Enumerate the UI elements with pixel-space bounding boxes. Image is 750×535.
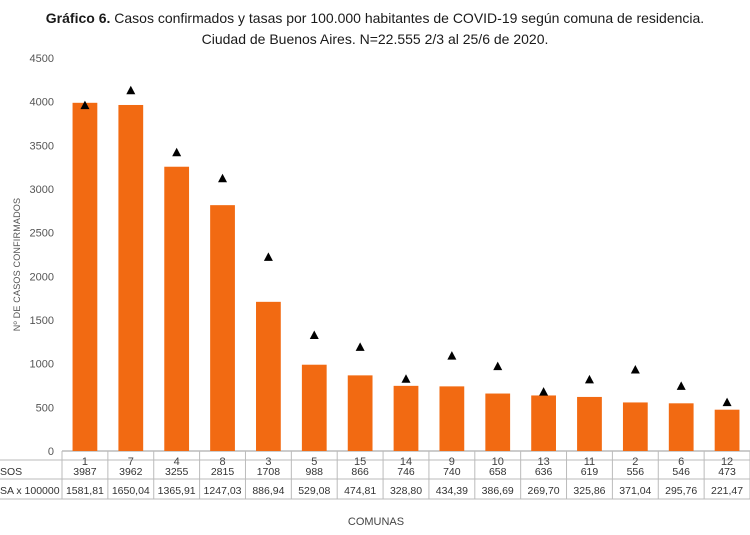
rate-value: 325,86 [573,485,605,497]
rate-marker [172,147,182,157]
bar [72,102,98,451]
bar [714,409,740,451]
y-tick-label: 1500 [30,315,54,327]
rate-value: 1365,91 [158,485,196,497]
cases-value: 473 [718,466,736,478]
x-tick-label: 1 [82,456,88,468]
x-tick-label: 14 [400,456,412,468]
rate-marker [355,342,365,351]
rate-marker [263,252,273,261]
chart-title-bold: Gráfico 6. [45,10,111,26]
rate-marker [218,173,228,183]
y-tick-label: 4000 [30,97,54,109]
x-tick-label: 3 [265,456,271,468]
y-tick-label: 3500 [30,140,54,152]
y-tick-label: 4500 [30,53,54,65]
y-tick-label: 0 [48,446,54,458]
y-tick-label: 500 [36,402,54,414]
cases-value: 3255 [165,466,189,478]
x-tick-label: 15 [354,456,366,468]
x-tick-label: 7 [128,456,134,468]
cases-value: 988 [306,466,324,478]
cases-value: 746 [397,466,415,478]
cases-value: 3962 [119,466,143,478]
rate-marker [676,381,686,390]
rate-value: 386,69 [482,485,514,497]
x-tick-label: 2 [632,456,638,468]
rate-marker [80,100,90,110]
bar [301,364,327,451]
rate-value: 529,08 [298,485,330,497]
x-tick-label: 5 [311,456,317,468]
chart-subtitle: Ciudad de Buenos Aires. N=22.555 2/3 al … [201,31,549,47]
rate-marker [539,387,549,396]
bar [164,166,190,452]
cases-value: 3987 [73,466,97,478]
rate-value: 434,39 [436,485,468,497]
rate-marker [493,361,503,371]
cases-value: 866 [351,466,369,478]
rate-value: 371,04 [619,485,651,497]
bar [347,375,373,451]
rate-marker [309,330,319,339]
x-tick-label: 8 [219,456,225,468]
rate-marker [584,374,594,384]
bar [256,301,281,451]
table-row-label: SA x 100000 [0,485,60,497]
y-axis-label: Nº DE CASOS CONFIRMADOS [12,198,22,331]
bar [531,395,556,451]
y-tick-label: 2500 [30,228,54,240]
rate-marker [401,374,411,383]
y-tick-label: 2000 [30,271,54,283]
x-tick-label: 10 [492,456,504,468]
cases-value: 636 [535,466,553,478]
rate-value: 474,81 [344,485,376,497]
bar [577,396,602,451]
cases-value: 740 [443,466,461,478]
rate-value: 328,80 [390,485,422,497]
cases-value: 1708 [257,466,281,478]
cases-value: 556 [627,466,645,478]
rate-marker [722,397,732,407]
cases-value: 546 [672,466,690,478]
rate-value: 295,76 [665,485,697,497]
rate-value: 269,70 [528,485,560,497]
cases-value: 2815 [211,466,235,478]
chart-title-rest: Casos confirmados y tasas por 100.000 ha… [114,10,705,26]
bar [118,104,144,451]
rate-value: 1581,81 [66,485,104,497]
bar [622,402,648,451]
rate-value: 1247,03 [204,485,242,497]
rate-value: 1650,04 [112,485,150,497]
rate-value: 886,94 [252,485,284,497]
rate-marker [126,85,136,95]
rate-value: 221,47 [711,485,743,497]
x-tick-label: 13 [537,456,549,468]
bar [210,205,235,451]
cases-value: 619 [581,466,599,478]
x-axis-label: COMUNAS [348,516,404,528]
y-tick-label: 3000 [30,184,54,196]
x-tick-label: 6 [678,456,684,468]
rate-marker [630,364,640,374]
x-tick-label: 4 [174,456,180,468]
bar [439,386,465,451]
bar [393,385,419,451]
x-tick-label: 11 [584,456,595,468]
x-tick-label: 12 [721,456,733,468]
x-tick-label: 9 [449,456,455,468]
chart-title: Gráfico 6. Casos confirmados y tasas por… [0,8,750,50]
table-row-label: SOS [0,466,22,478]
bar [668,403,694,451]
cases-value: 658 [489,466,507,478]
y-tick-label: 1000 [30,359,54,371]
bar [485,393,511,451]
rate-marker [447,351,457,360]
